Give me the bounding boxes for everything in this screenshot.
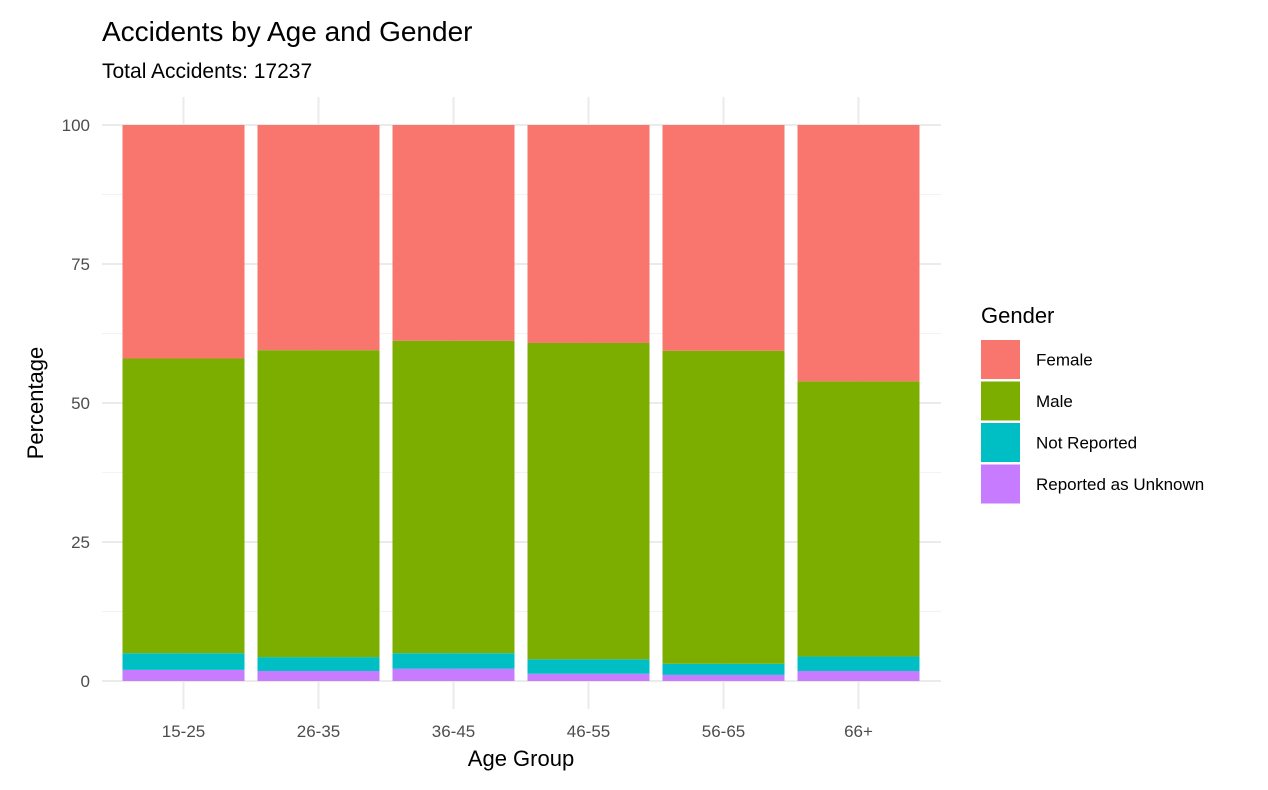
- bar-segment-male-66+: [797, 381, 920, 657]
- legend-label-female: Female: [1036, 351, 1093, 370]
- y-axis-ticks: 0 25 50 75 100: [62, 116, 90, 691]
- bar-segment-reported-as-unknown-46-55: [527, 673, 650, 681]
- bar-segment-male-56-65: [662, 350, 785, 664]
- x-tick-label: 56-65: [702, 722, 745, 741]
- y-tick-label: 0: [81, 672, 90, 691]
- bar-segment-female-56-65: [662, 125, 785, 351]
- bar-segment-male-36-45: [392, 340, 515, 654]
- x-tick-label: 26-35: [297, 722, 340, 741]
- legend-label-male: Male: [1036, 392, 1073, 411]
- bar-segment-female-66+: [797, 125, 920, 382]
- bar-segment-female-26-35: [257, 125, 380, 351]
- x-axis-ticks: 15-25 26-35 36-45 46-55 56-65 66+: [162, 722, 873, 741]
- legend-key-female: [981, 340, 1020, 379]
- bar-segment-female-36-45: [392, 125, 515, 341]
- y-tick-label: 25: [71, 533, 90, 552]
- chart-subtitle: Total Accidents: 17237: [102, 60, 312, 83]
- bar-segment-reported-as-unknown-36-45: [392, 668, 515, 681]
- x-tick-label: 15-25: [162, 722, 205, 741]
- bar-segment-reported-as-unknown-66+: [797, 670, 920, 681]
- bar-segment-not-reported-46-55: [527, 659, 650, 674]
- bar-segment-male-26-35: [257, 350, 380, 658]
- bar-segment-not-reported-36-45: [392, 653, 515, 669]
- chart-title: Accidents by Age and Gender: [102, 16, 472, 47]
- bar-segment-not-reported-26-35: [257, 657, 380, 671]
- x-tick-label: 46-55: [567, 722, 610, 741]
- legend-key-not-reported: [981, 423, 1020, 462]
- x-tick-label: 36-45: [432, 722, 475, 741]
- legend-label-not-reported: Not Reported: [1036, 434, 1137, 453]
- x-tick-label: 66+: [844, 722, 873, 741]
- bar-segment-male-46-55: [527, 342, 650, 660]
- bar-segment-not-reported-66+: [797, 656, 920, 671]
- legend-items: Female Male Not Reported Reported as Unknow…: [981, 340, 1204, 504]
- legend-key-male: [981, 381, 1020, 421]
- y-tick-label: 50: [71, 394, 90, 413]
- bar-segment-male-15-25: [122, 358, 245, 654]
- bar-segment-reported-as-unknown-56-65: [662, 674, 785, 681]
- bar-segment-female-15-25: [122, 125, 245, 359]
- plot-bars: [122, 125, 920, 681]
- y-tick-label: 75: [71, 255, 90, 274]
- bar-segment-female-46-55: [527, 125, 650, 343]
- legend-title: Gender: [981, 303, 1054, 328]
- bar-segment-reported-as-unknown-15-25: [122, 669, 245, 681]
- bar-segment-not-reported-15-25: [122, 653, 245, 670]
- bar-segment-reported-as-unknown-26-35: [257, 670, 380, 681]
- y-axis-title: Percentage: [23, 347, 48, 460]
- bar-segment-not-reported-56-65: [662, 663, 785, 675]
- y-tick-label: 100: [62, 116, 90, 135]
- legend: Gender Female Male Not Reported Reported as…: [981, 303, 1204, 504]
- x-axis-title: Age Group: [468, 746, 574, 771]
- legend-label-reported-as-unknown: Reported as Unknown: [1036, 475, 1204, 494]
- legend-key-reported-as-unknown: [981, 464, 1020, 504]
